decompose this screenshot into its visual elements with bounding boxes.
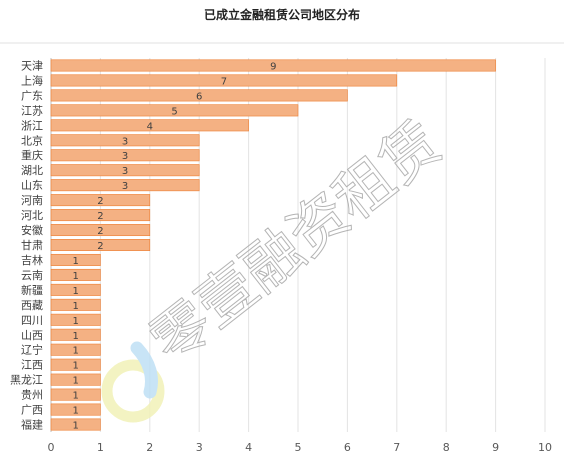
watermark-text: 零壹融资租赁 <box>138 108 454 376</box>
watermark-logo-arc <box>130 341 158 399</box>
data-label: 1 <box>73 421 79 432</box>
y-tick-label: 贵州 <box>21 389 43 402</box>
y-tick-label: 福建 <box>21 418 43 432</box>
data-label: 2 <box>97 241 103 252</box>
y-tick-label: 安徽 <box>21 223 43 237</box>
y-tick-label: 江西 <box>21 359 43 372</box>
y-tick-label: 山东 <box>21 179 43 192</box>
y-tick-label: 辽宁 <box>21 343 43 357</box>
data-label: 3 <box>122 181 128 192</box>
bar <box>50 59 496 72</box>
x-tick-label: 4 <box>245 441 252 454</box>
data-label: 2 <box>97 226 103 237</box>
data-label: 5 <box>171 106 177 117</box>
bar <box>50 358 101 371</box>
y-tick-label: 天津 <box>21 59 43 72</box>
data-label: 1 <box>73 271 79 282</box>
data-label: 1 <box>73 376 79 387</box>
bar <box>50 89 348 102</box>
y-tick-label: 甘肃 <box>21 239 43 252</box>
y-tick-label: 新疆 <box>21 283 43 297</box>
bar <box>50 328 101 341</box>
bars <box>50 59 496 431</box>
bar <box>50 164 200 177</box>
y-tick-label: 重庆 <box>21 148 43 162</box>
data-labels: 9 7 6 5 4 3 3 3 3 2 2 2 2 1 1 1 1 1 1 1 1 1 1 1 1 <box>73 61 277 431</box>
data-label: 1 <box>73 301 79 312</box>
bar <box>50 268 101 281</box>
x-tick-label: 2 <box>146 441 153 454</box>
bar <box>50 313 101 326</box>
x-axis-ticks: 0 1 2 3 4 5 6 7 8 9 10 <box>48 441 553 454</box>
data-label: 2 <box>97 211 103 222</box>
y-tick-label: 浙江 <box>21 119 43 132</box>
x-tick-label: 8 <box>443 441 450 454</box>
bar <box>50 403 101 416</box>
y-tick-label: 云南 <box>21 269 43 282</box>
bar <box>50 149 200 162</box>
y-tick-label: 河南 <box>21 194 43 207</box>
x-tick-label: 10 <box>538 441 552 454</box>
bar <box>50 343 101 356</box>
data-label: 4 <box>147 121 153 132</box>
chart-title: 已成立金融租赁公司地区分布 <box>203 8 360 22</box>
y-tick-label: 北京 <box>21 133 43 147</box>
data-label: 1 <box>73 286 79 297</box>
x-tick-label: 9 <box>492 441 499 454</box>
bar <box>50 119 249 132</box>
y-tick-label: 吉林 <box>21 253 43 267</box>
y-tick-label: 湖北 <box>21 164 43 177</box>
data-label: 3 <box>122 166 128 177</box>
x-tick-label: 0 <box>48 441 55 454</box>
data-label: 1 <box>73 361 79 372</box>
data-label: 1 <box>73 406 79 417</box>
bar <box>50 74 398 87</box>
x-tick-label: 3 <box>196 441 203 454</box>
watermark-logo-ring <box>101 359 165 423</box>
bar <box>50 179 200 192</box>
y-axis-labels: 天津上海广东江苏浙江北京重庆湖北山东河南河北安徽甘肃吉林云南新疆西藏四川山西辽宁… <box>10 59 43 431</box>
x-tick-label: 7 <box>393 441 400 454</box>
bar <box>50 298 101 311</box>
data-label: 9 <box>270 61 276 72</box>
data-label: 1 <box>73 346 79 357</box>
y-tick-label: 四川 <box>21 314 43 327</box>
data-label: 1 <box>73 331 79 342</box>
x-tick-label: 5 <box>295 441 302 454</box>
bar <box>50 388 101 401</box>
x-tick-label: 6 <box>344 441 351 454</box>
y-tick-label: 河北 <box>21 209 43 222</box>
bar <box>50 209 151 222</box>
bar <box>50 283 101 296</box>
y-tick-label: 广东 <box>21 89 43 102</box>
bar <box>50 194 151 207</box>
bar <box>50 373 101 386</box>
y-tick-label: 江苏 <box>21 104 43 117</box>
y-tick-label: 广西 <box>21 404 43 417</box>
y-tick-label: 西藏 <box>21 299 43 312</box>
y-tick-label: 黑龙江 <box>10 374 43 387</box>
x-tick-label: 1 <box>97 441 104 454</box>
data-label: 1 <box>73 316 79 327</box>
data-label: 2 <box>97 196 103 207</box>
bar <box>50 224 151 237</box>
data-label: 3 <box>122 151 128 162</box>
bar <box>50 104 299 117</box>
data-label: 7 <box>221 76 227 87</box>
bar <box>50 253 101 266</box>
y-tick-label: 上海 <box>21 73 43 87</box>
bar <box>50 239 151 251</box>
data-label: 6 <box>196 91 202 102</box>
data-label: 3 <box>122 136 128 147</box>
bar <box>50 134 200 147</box>
y-tick-label: 山西 <box>21 329 43 342</box>
data-label: 1 <box>73 391 79 402</box>
bar <box>50 418 101 431</box>
data-label: 1 <box>73 256 79 267</box>
